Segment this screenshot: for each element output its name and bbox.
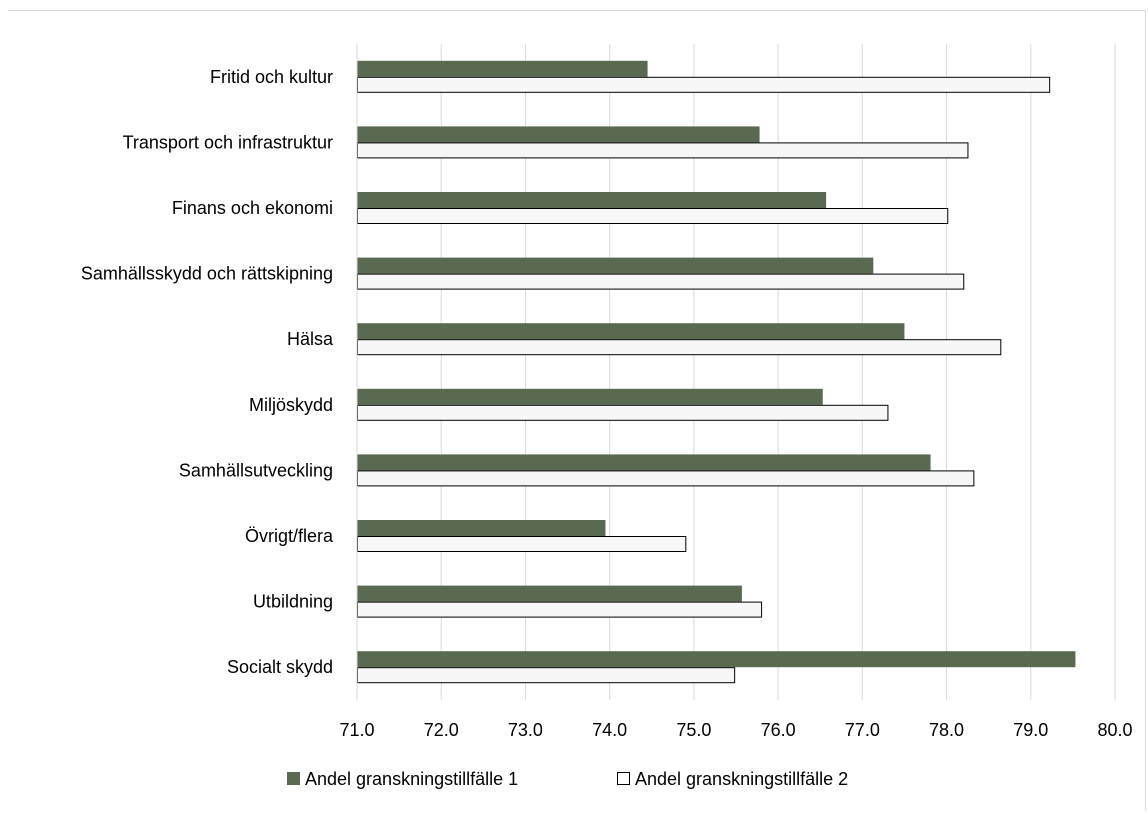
- bar-series-1: [357, 192, 827, 208]
- category-label: Utbildning: [253, 592, 333, 612]
- bar-series-2: [357, 142, 969, 159]
- legend-swatch-series-2: [617, 772, 630, 785]
- x-tick-label: 73.0: [508, 720, 543, 740]
- legend-swatch-series-1: [287, 772, 300, 785]
- bar-series-1: [357, 520, 606, 536]
- chart-frame: [8, 10, 1146, 810]
- x-tick-label: 75.0: [676, 720, 711, 740]
- x-tick-label: 78.0: [929, 720, 964, 740]
- bar-series-2: [357, 536, 687, 552]
- x-tick-label: 80.0: [1097, 720, 1132, 740]
- category-label: Övrigt/flera: [245, 526, 334, 546]
- bar-series-2: [357, 208, 949, 224]
- bar-series-1: [357, 257, 874, 274]
- legend-label-series-2: Andel granskningstillfälle 2: [635, 769, 848, 789]
- category-label: Samhällsutveckling: [179, 460, 333, 480]
- bar-series-1: [357, 126, 760, 143]
- bar-series-1: [357, 454, 931, 471]
- bar-series-1: [357, 585, 742, 602]
- bar-series-2: [357, 273, 965, 290]
- x-tick-label: 77.0: [845, 720, 880, 740]
- bar-series-2: [357, 470, 975, 487]
- legend: Andel granskningstillfälle 1 Andel gransk…: [287, 769, 848, 789]
- bar-series-2: [357, 404, 889, 421]
- bar-series-1: [357, 60, 648, 77]
- bar-series-1: [357, 388, 823, 405]
- x-tick-labels: 71.0 72.0 73.0 74.0 75.0 76.0 77.0 78.0 79.0 80.0: [339, 720, 1132, 740]
- bar-series-2: [357, 76, 1051, 93]
- category-label: Samhällsskydd och rättskipning: [81, 264, 333, 284]
- category-label: Fritid och kultur: [210, 67, 333, 87]
- x-tick-label: 74.0: [592, 720, 627, 740]
- x-tick-label: 72.0: [424, 720, 459, 740]
- category-label: Socialt skydd: [227, 657, 333, 677]
- category-labels: Fritid och kultur Transport och infrastru…: [81, 67, 334, 677]
- bars: [357, 60, 1076, 684]
- category-label: Finans och ekonomi: [172, 198, 333, 218]
- bar-series-2: [357, 667, 736, 684]
- category-label: Miljöskydd: [249, 395, 333, 415]
- bar-series-1: [357, 323, 905, 340]
- bar-series-2: [357, 601, 763, 618]
- bar-series-2: [357, 339, 1002, 356]
- x-tick-label: 71.0: [339, 720, 374, 740]
- x-tick-label: 79.0: [1013, 720, 1048, 740]
- bar-series-1: [357, 651, 1076, 668]
- legend-label-series-1: Andel granskningstillfälle 1: [305, 769, 518, 789]
- x-tick-label: 76.0: [761, 720, 796, 740]
- category-label: Transport och infrastruktur: [123, 132, 333, 152]
- category-label: Hälsa: [287, 329, 334, 349]
